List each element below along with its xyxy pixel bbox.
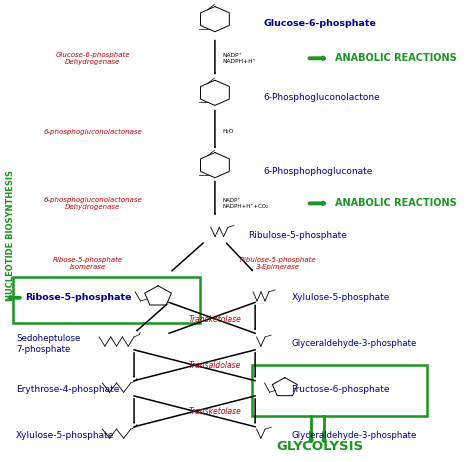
Bar: [252, 365, 427, 416]
Text: Xylulose-5-phosphate: Xylulose-5-phosphate: [292, 293, 390, 302]
Text: Transketolase: Transketolase: [189, 407, 241, 416]
Text: 6-Phosphophogluconate: 6-Phosphophogluconate: [263, 167, 373, 176]
Text: ANABOLIC REACTIONS: ANABOLIC REACTIONS: [335, 198, 457, 208]
Text: 6-Phosphogluconolactone: 6-Phosphogluconolactone: [263, 93, 380, 102]
Text: ANABOLIC REACTIONS: ANABOLIC REACTIONS: [335, 53, 457, 63]
Text: Transketolase: Transketolase: [189, 315, 241, 324]
Text: Ribose-5-phosphate
Isomerase: Ribose-5-phosphate Isomerase: [53, 257, 123, 270]
Text: Sedoheptulose
7-phosphate: Sedoheptulose 7-phosphate: [16, 334, 81, 353]
Text: Glyceraldehyde-3-phosphate: Glyceraldehyde-3-phosphate: [292, 340, 417, 348]
Text: NUCLEOTIDE BIOSYNTHESIS: NUCLEOTIDE BIOSYNTHESIS: [6, 170, 15, 301]
Text: 6-phosphogluconolactonase: 6-phosphogluconolactonase: [43, 129, 142, 135]
Text: NADP⁺
NADPH+H⁺: NADP⁺ NADPH+H⁺: [223, 53, 256, 64]
Text: 6-phosphogluconolactonase
Dehydrogenase: 6-phosphogluconolactonase Dehydrogenase: [43, 197, 142, 210]
Text: Glucose-6-phosphate
Dehydrogenase: Glucose-6-phosphate Dehydrogenase: [55, 52, 130, 65]
Text: Xylulose-5-phosphate: Xylulose-5-phosphate: [16, 432, 114, 440]
Text: Fructose-6-phosphate: Fructose-6-phosphate: [292, 385, 390, 395]
Text: Ribose-5-phosphate: Ribose-5-phosphate: [25, 293, 131, 302]
Text: Glucose-6-phosphate: Glucose-6-phosphate: [263, 19, 376, 28]
Text: H₂O: H₂O: [223, 129, 234, 134]
Text: Ribulose-5-phosphate
3-Epimerase: Ribulose-5-phosphate 3-Epimerase: [240, 257, 317, 270]
Bar: [13, 277, 200, 323]
Text: Erythrose-4-phosphate: Erythrose-4-phosphate: [16, 385, 119, 395]
Text: GLYCOLYSIS: GLYCOLYSIS: [276, 440, 364, 453]
Text: NADP⁺
NADPH+H⁺+CO₂: NADP⁺ NADPH+H⁺+CO₂: [223, 198, 269, 209]
Text: Transaldolase: Transaldolase: [189, 361, 241, 370]
Text: Ribulose-5-phosphate: Ribulose-5-phosphate: [248, 231, 346, 240]
Text: Glyceraldehyde-3-phosphate: Glyceraldehyde-3-phosphate: [292, 432, 417, 440]
